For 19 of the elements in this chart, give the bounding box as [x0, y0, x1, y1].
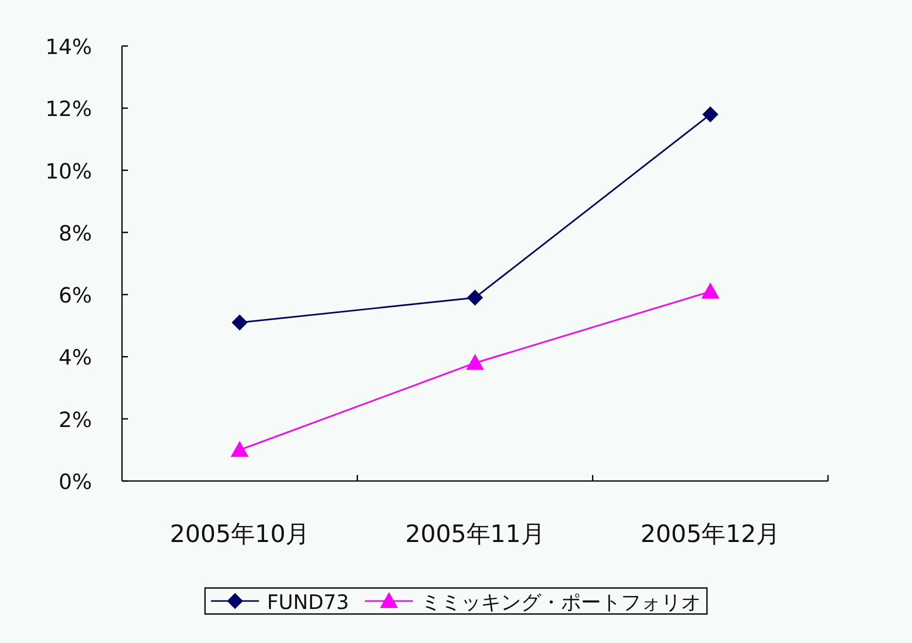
legend-label: ミミッキング・ポートフォリオ: [420, 590, 701, 614]
point: [702, 106, 718, 122]
point: [701, 282, 720, 298]
point: [467, 290, 483, 306]
y-tick-label: 10%: [45, 159, 92, 184]
x-tick-label: 2005年12月: [640, 520, 780, 548]
y-tick-label: 4%: [58, 346, 92, 370]
y-tick-label: 0%: [58, 470, 92, 494]
x-tick-label: 2005年11月: [405, 520, 545, 548]
y-tick-label: 6%: [58, 284, 92, 308]
point: [232, 314, 248, 331]
y-tick-label: 14%: [45, 35, 92, 59]
legend-label: FUND73: [267, 590, 349, 614]
y-tick-label: 12%: [45, 97, 92, 122]
point: [230, 440, 249, 457]
y-tick-label: 2%: [58, 408, 92, 432]
point: [466, 354, 484, 370]
y-tick-label: 8%: [58, 221, 92, 246]
x-tick-label: 2005年10月: [170, 520, 310, 548]
